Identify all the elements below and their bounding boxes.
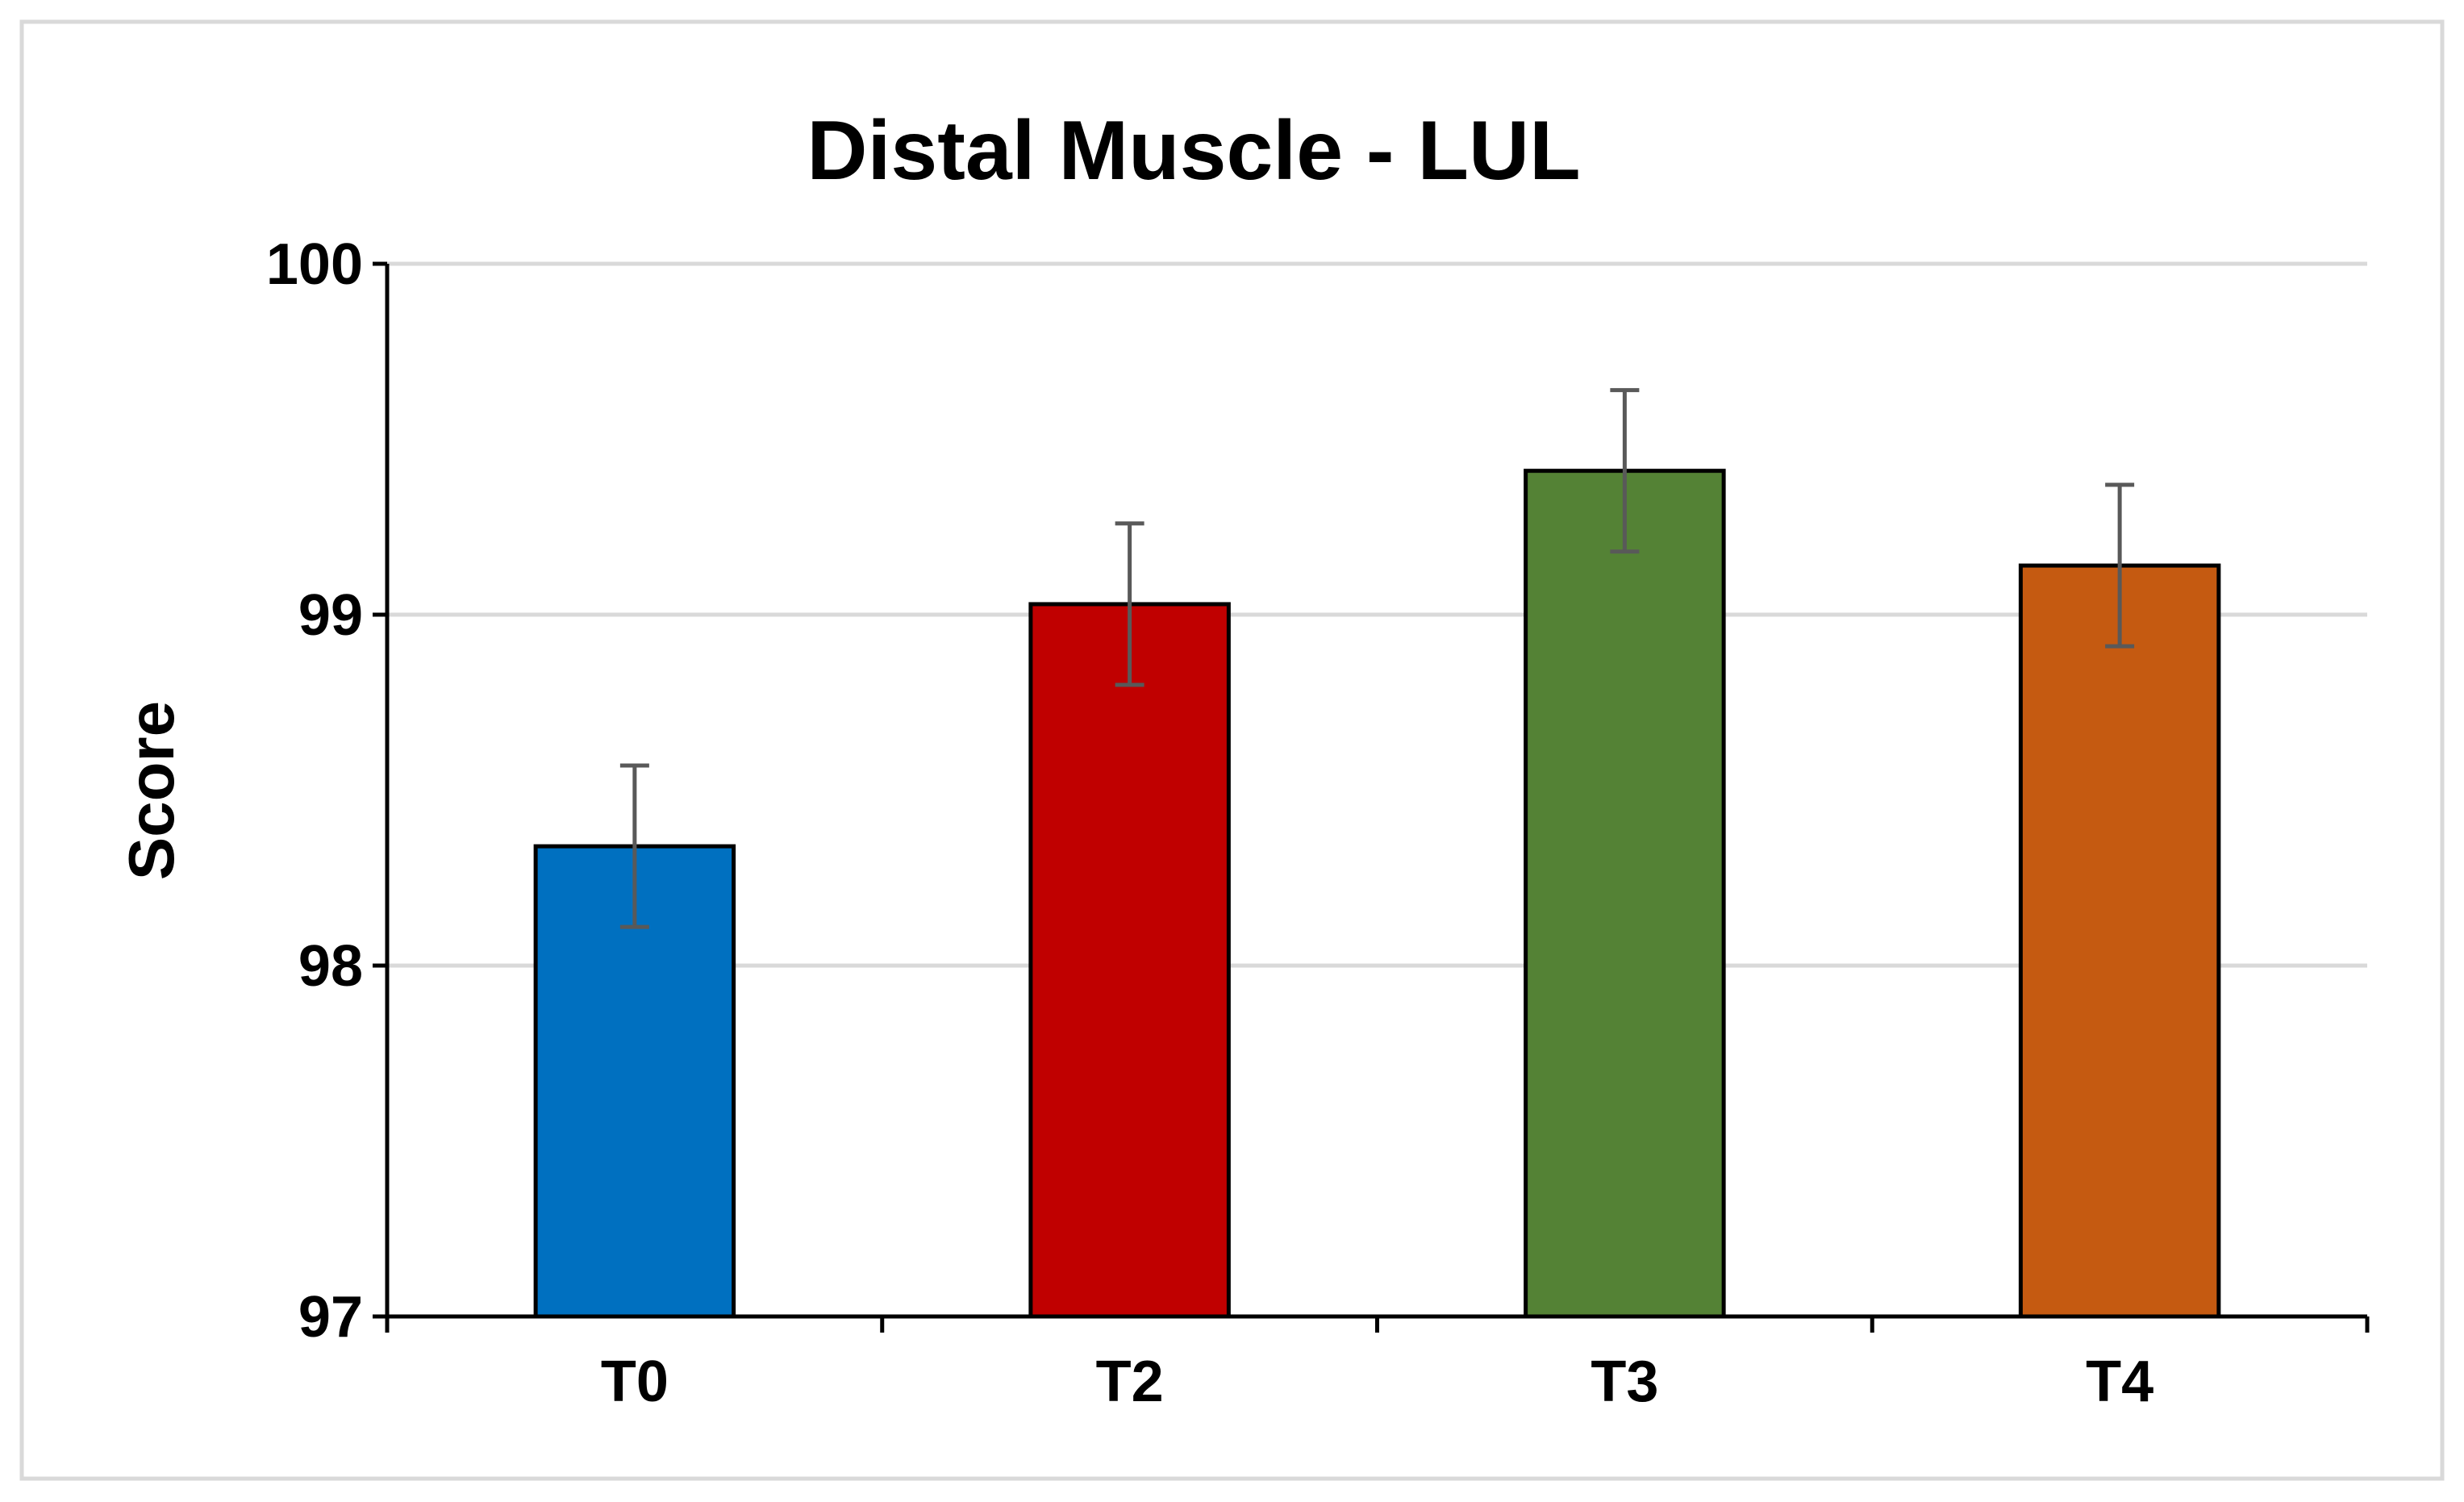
bar-t4	[2018, 563, 2221, 1319]
y-axis-title: Score	[115, 701, 187, 880]
x-tick-label: T4	[2086, 1350, 2153, 1414]
error-bars	[619, 388, 2135, 929]
chart-title: Distal Muscle - LUL	[807, 104, 1580, 198]
x-tick-label: T0	[601, 1350, 669, 1414]
y-tick-label: 100	[266, 232, 363, 297]
x-tick-labels: T0 T2 T3 T4	[601, 1350, 2153, 1414]
bar-t2	[1028, 602, 1231, 1319]
y-tick-labels: 97 98 99 100	[266, 232, 363, 1350]
bars	[533, 469, 2221, 1319]
y-tick-label: 97	[298, 1285, 363, 1350]
x-tick-label: T2	[1096, 1350, 1164, 1414]
x-tick-label: T3	[1591, 1350, 1658, 1414]
axes	[373, 261, 2370, 1333]
y-tick-label: 98	[298, 934, 363, 999]
bar-t3	[1524, 469, 1726, 1319]
y-tick-label: 99	[298, 583, 363, 648]
